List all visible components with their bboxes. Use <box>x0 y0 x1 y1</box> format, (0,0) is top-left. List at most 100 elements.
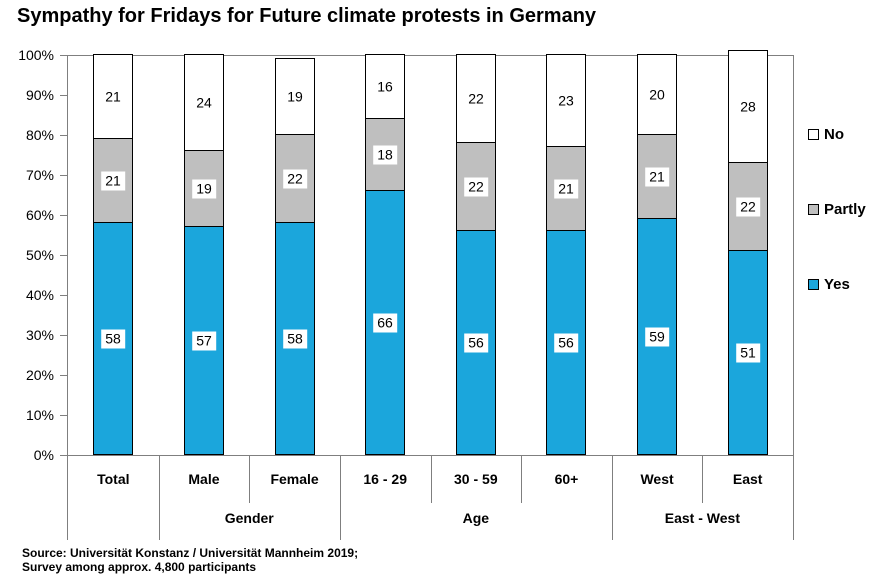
bar-West: 59 21 20 <box>637 54 677 455</box>
segment-yes-30-59: 56 <box>456 230 496 455</box>
data-label-no-16-29: 16 <box>373 77 397 96</box>
category-label-Total: Total <box>97 471 130 487</box>
segment-yes-West: 59 <box>637 218 677 455</box>
y-axis-tick <box>60 375 67 376</box>
data-label-yes-30-59: 56 <box>464 333 488 352</box>
category-separator <box>249 455 250 503</box>
data-label-yes-16-29: 66 <box>373 313 397 332</box>
segment-partly-16-29: 18 <box>365 118 405 191</box>
category-label-West: West <box>640 471 674 487</box>
y-axis-tick <box>60 135 67 136</box>
chart-title: Sympathy for Fridays for Future climate … <box>17 5 597 27</box>
group-separator <box>612 455 613 540</box>
group-label-Gender: Gender <box>224 510 274 526</box>
data-label-no-60+: 23 <box>554 91 578 110</box>
segment-yes-60+: 56 <box>546 230 586 455</box>
bar-60+: 56 21 23 <box>546 54 586 455</box>
source-line-1: Source: Universität Konstanz / Universit… <box>22 546 359 560</box>
segment-partly-Female: 22 <box>275 134 315 223</box>
y-axis-tick-label: 20% <box>25 367 54 383</box>
source-line-2: Survey among approx. 4,800 participants <box>22 560 257 574</box>
y-axis-tick-label: 40% <box>25 287 54 303</box>
category-label-Female: Female <box>270 471 319 487</box>
data-label-partly-Female: 22 <box>283 169 307 188</box>
segment-partly-East: 22 <box>728 162 768 251</box>
group-separator <box>159 455 160 540</box>
legend-item-yes: Yes <box>808 276 850 293</box>
y-axis-tick <box>60 255 67 256</box>
data-label-no-Total: 21 <box>101 87 125 106</box>
group-label-Age: Age <box>462 510 490 526</box>
x-axis-line <box>67 455 794 456</box>
y-axis-tick-label: 70% <box>25 167 54 183</box>
data-label-partly-West: 21 <box>645 167 669 186</box>
legend-label-no: No <box>824 126 844 143</box>
y-axis-tick <box>60 295 67 296</box>
legend-item-partly: Partly <box>808 201 866 218</box>
segment-yes-East: 51 <box>728 250 768 455</box>
category-label-60+: 60+ <box>554 471 579 487</box>
y-axis-tick <box>60 215 67 216</box>
legend-swatch-no <box>808 129 819 140</box>
y-axis-tick <box>60 95 67 96</box>
bar-16-29: 66 18 16 <box>365 54 405 455</box>
segment-yes-16-29: 66 <box>365 190 405 455</box>
y-axis-line <box>67 55 68 540</box>
y-axis-tick-label: 10% <box>25 407 54 423</box>
y-axis-tick-label: 50% <box>25 247 54 263</box>
data-label-partly-60+: 21 <box>554 179 578 198</box>
segment-no-Total: 21 <box>93 54 133 139</box>
segment-no-West: 20 <box>637 54 677 135</box>
bar-Female: 58 22 19 <box>275 55 315 455</box>
bar-Male: 57 19 24 <box>184 54 224 455</box>
segment-yes-Total: 58 <box>93 222 133 455</box>
data-label-partly-East: 22 <box>736 197 760 216</box>
legend-swatch-yes <box>808 279 819 290</box>
data-label-yes-Male: 57 <box>192 331 216 350</box>
category-label-16-29: 16 - 29 <box>363 471 407 487</box>
legend-label-yes: Yes <box>824 276 850 293</box>
y-axis-tick <box>60 55 67 56</box>
y-axis-tick-label: 100% <box>18 47 54 63</box>
segment-no-Male: 24 <box>184 54 224 151</box>
y-axis-tick-label: 90% <box>25 87 54 103</box>
data-label-no-West: 20 <box>645 85 669 104</box>
legend-label-partly: Partly <box>824 201 866 218</box>
y-axis-tick <box>60 455 67 456</box>
segment-partly-Male: 19 <box>184 150 224 227</box>
data-label-yes-60+: 56 <box>554 333 578 352</box>
source-note: Source: Universität Konstanz / Universit… <box>22 546 358 574</box>
plot-right-border <box>793 55 794 540</box>
data-label-yes-Female: 58 <box>283 329 307 348</box>
bar-30-59: 56 22 22 <box>456 54 496 455</box>
segment-yes-Male: 57 <box>184 226 224 455</box>
y-axis-tick-label: 80% <box>25 127 54 143</box>
category-separator <box>702 455 703 503</box>
segment-partly-60+: 21 <box>546 146 586 231</box>
data-label-partly-Total: 21 <box>101 171 125 190</box>
data-label-yes-Total: 58 <box>101 329 125 348</box>
category-separator <box>431 455 432 503</box>
y-axis-tick <box>60 415 67 416</box>
segment-partly-Total: 21 <box>93 138 133 223</box>
segment-no-16-29: 16 <box>365 54 405 119</box>
category-label-East: East <box>732 471 763 487</box>
data-label-no-Male: 24 <box>192 93 216 112</box>
legend-item-no: No <box>808 126 844 143</box>
y-axis-tick <box>60 335 67 336</box>
bar-East: 51 22 28 <box>728 50 768 455</box>
segment-no-30-59: 22 <box>456 54 496 143</box>
data-label-partly-Male: 19 <box>192 179 216 198</box>
y-axis-tick-label: 30% <box>25 327 54 343</box>
legend-swatch-partly <box>808 204 819 215</box>
group-label-East-West: East - West <box>664 510 740 526</box>
y-axis-tick-label: 0% <box>33 447 54 463</box>
data-label-no-East: 28 <box>736 97 760 116</box>
gridline-100-percent <box>68 55 793 56</box>
data-label-no-30-59: 22 <box>464 89 488 108</box>
segment-no-East: 28 <box>728 50 768 163</box>
segment-no-60+: 23 <box>546 54 586 147</box>
y-axis-tick-label: 60% <box>25 207 54 223</box>
segment-yes-Female: 58 <box>275 222 315 455</box>
data-label-yes-West: 59 <box>645 327 669 346</box>
